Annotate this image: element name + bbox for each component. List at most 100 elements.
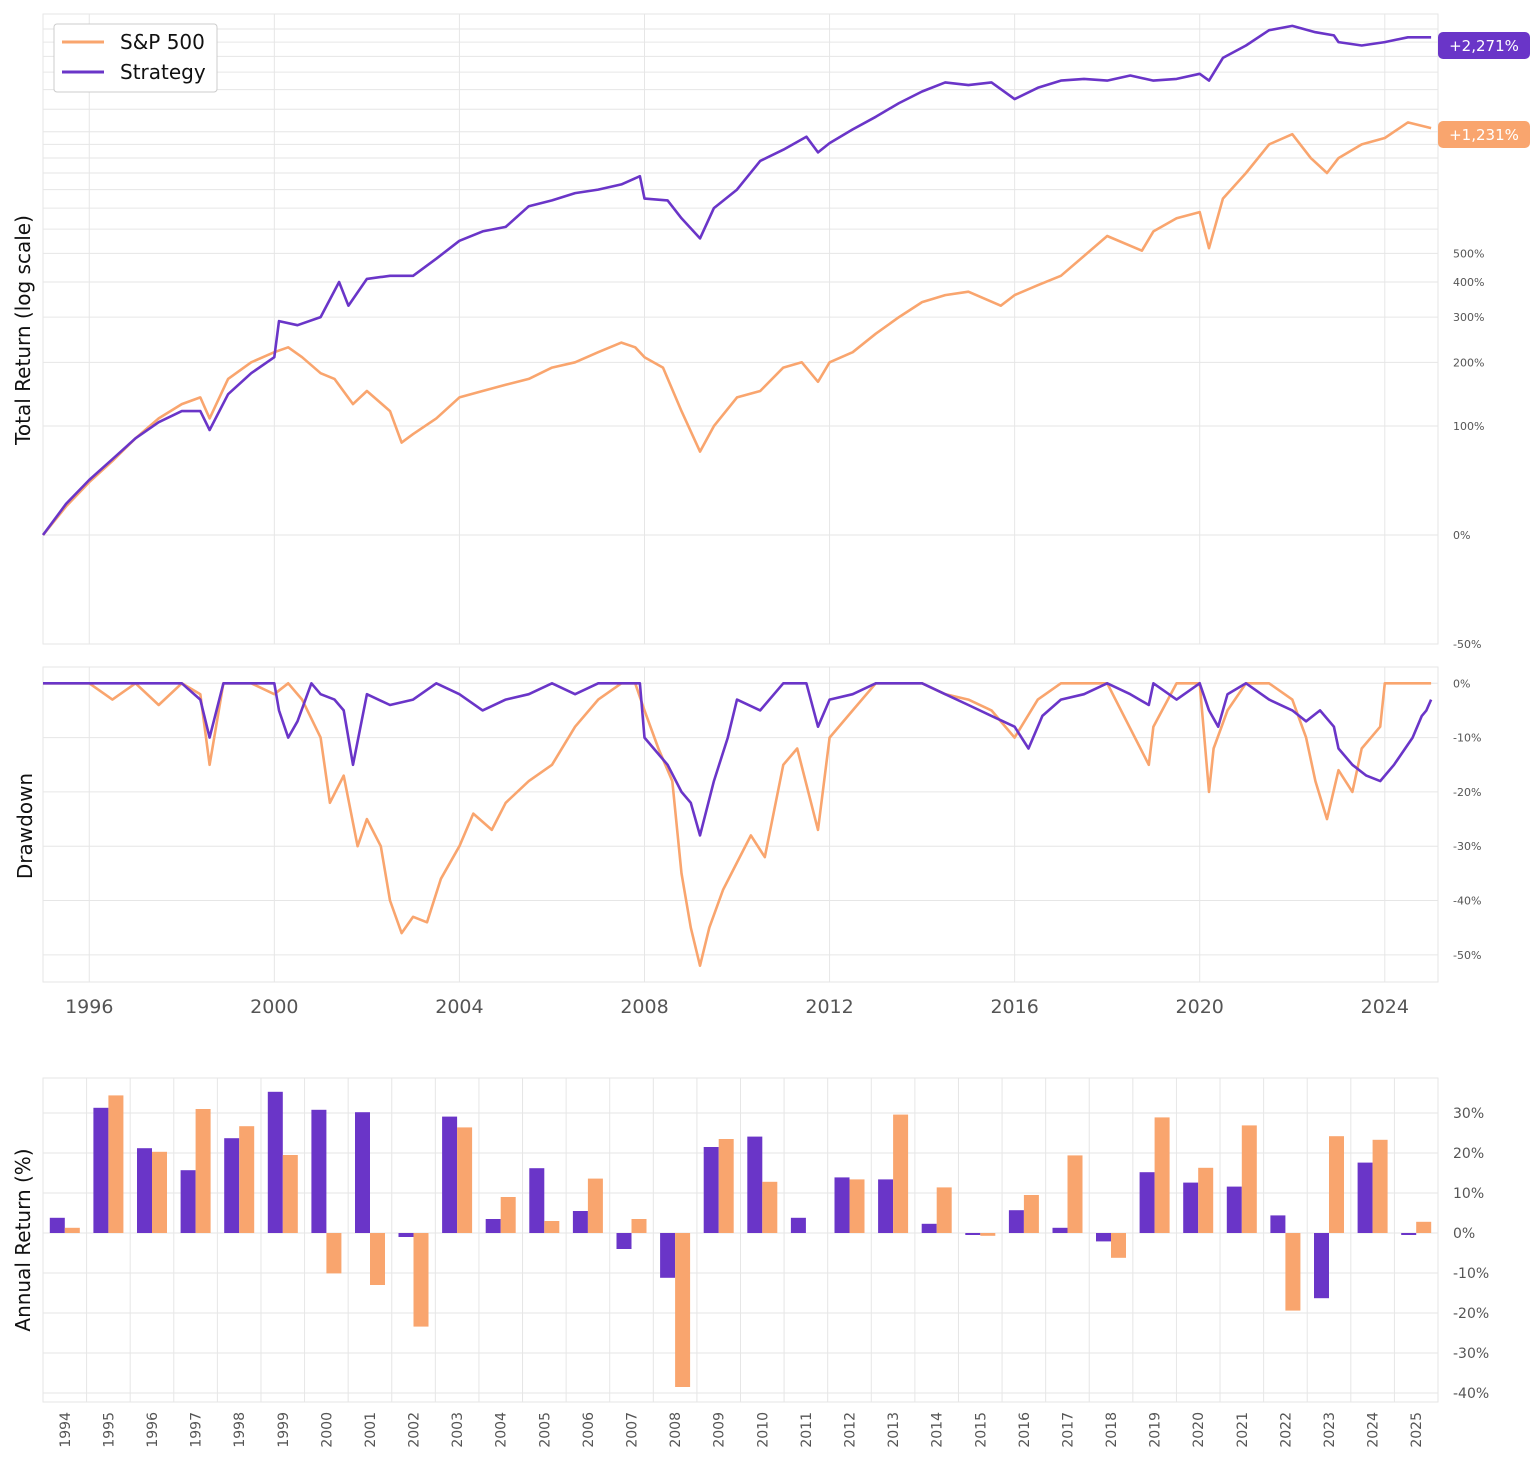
end-label-sp500-text: +1,231% bbox=[1449, 126, 1519, 144]
sp500-drawdown-line bbox=[43, 682, 1432, 967]
annual-return-xtick-label: 2001 bbox=[363, 1412, 379, 1448]
annual-return-xtick-label: 2019 bbox=[1148, 1412, 1164, 1448]
strategy-bar-2005 bbox=[529, 1168, 545, 1233]
annual-return-xtick-label: 2005 bbox=[537, 1412, 553, 1448]
strategy-bar-2024 bbox=[1357, 1162, 1373, 1233]
annual-return-xtick-label: 2020 bbox=[1191, 1412, 1207, 1448]
strategy-bar-2020 bbox=[1183, 1182, 1199, 1233]
total-return-ytick-label: 400% bbox=[1453, 276, 1484, 289]
sp500-bar-2012 bbox=[849, 1179, 865, 1233]
sp500-bar-2021 bbox=[1241, 1125, 1257, 1233]
annual-return-xtick-label: 1999 bbox=[276, 1412, 292, 1448]
annual-return-ytick-label: 10% bbox=[1453, 1186, 1484, 1202]
annual-return-xtick-label: 2012 bbox=[843, 1412, 859, 1448]
sp500-bar-1994 bbox=[64, 1227, 80, 1233]
sp500-bar-2009 bbox=[718, 1139, 734, 1233]
sp500-bar-2005 bbox=[544, 1221, 560, 1233]
sp500-bar-1999 bbox=[282, 1155, 298, 1233]
strategy-bar-2008 bbox=[660, 1233, 676, 1278]
drawdown-xtick-label: 1996 bbox=[65, 996, 113, 1018]
sp500-bar-2010 bbox=[762, 1181, 778, 1233]
total-return-ytick-label: 500% bbox=[1453, 247, 1484, 260]
strategy-bar-2007 bbox=[616, 1233, 632, 1249]
strategy-bar-1997 bbox=[180, 1170, 196, 1233]
sp500-bar-2004 bbox=[500, 1197, 516, 1233]
sp500-bar-2022 bbox=[1285, 1233, 1301, 1311]
strategy-bar-2015 bbox=[965, 1233, 981, 1235]
sp500-bar-2006 bbox=[587, 1178, 603, 1233]
strategy-bar-2019 bbox=[1139, 1172, 1155, 1233]
strategy-bar-1998 bbox=[224, 1138, 240, 1233]
annual-return-xtick-label: 1996 bbox=[145, 1412, 161, 1448]
strategy-bar-1995 bbox=[93, 1107, 109, 1233]
annual-return-xtick-label: 2017 bbox=[1061, 1412, 1077, 1448]
strategy-bar-2023 bbox=[1314, 1233, 1329, 1299]
annual-return-xtick-label: 2013 bbox=[886, 1412, 902, 1448]
sp500-bar-2023 bbox=[1329, 1136, 1344, 1233]
sp500-bar-2017 bbox=[1067, 1155, 1083, 1233]
strategy-bar-2011 bbox=[790, 1217, 806, 1233]
strategy-bar-2003 bbox=[442, 1116, 458, 1233]
drawdown-ytick-label: -40% bbox=[1453, 895, 1481, 908]
sp500-bar-1998 bbox=[239, 1126, 255, 1233]
end-label-strategy-box bbox=[1438, 32, 1530, 59]
annual-return-xtick-label: 2025 bbox=[1409, 1412, 1425, 1448]
drawdown-ytick-label: -30% bbox=[1453, 840, 1481, 853]
sp500-bar-2020 bbox=[1198, 1167, 1214, 1233]
annual-return-ytick-label: 0% bbox=[1453, 1226, 1475, 1242]
annual-return-ytick-label: -20% bbox=[1453, 1306, 1489, 1322]
strategy-bar-2017 bbox=[1052, 1227, 1068, 1233]
legend-label-strategy: Strategy bbox=[120, 60, 206, 84]
annual-return-xtick-label: 2009 bbox=[712, 1412, 728, 1448]
sp500-bar-1997 bbox=[195, 1109, 211, 1233]
strategy-total-return-line bbox=[41, 24, 1432, 536]
sp500-bar-2002 bbox=[413, 1233, 429, 1327]
annual-return-xtick-label: 2022 bbox=[1278, 1412, 1294, 1448]
sp500-bar-2000 bbox=[326, 1233, 342, 1274]
strategy-bar-2006 bbox=[572, 1211, 588, 1233]
end-label-strategy: +2,271% bbox=[1438, 32, 1530, 59]
strategy-drawdown-line bbox=[43, 682, 1433, 837]
drawdown-xtick-label: 2016 bbox=[990, 996, 1038, 1018]
drawdown-xtick-label: 2000 bbox=[250, 996, 298, 1018]
drawdown-panel: 0% -10% -20% -30% -40% -50% 1996 2000 2004 2008 20… bbox=[42, 666, 1481, 1018]
strategy-bar-2001 bbox=[355, 1112, 370, 1233]
end-label-sp500-box bbox=[1438, 121, 1530, 148]
end-label-strategy-text: +2,271% bbox=[1449, 37, 1519, 55]
drawdown-xtick-label: 2020 bbox=[1176, 996, 1224, 1018]
annual-return-xtick-label: 2016 bbox=[1017, 1412, 1033, 1448]
sp500-bar-2018 bbox=[1111, 1233, 1126, 1258]
annual-return-xtick-label: 2015 bbox=[973, 1412, 989, 1448]
annual-return-xtick-label: 2003 bbox=[450, 1412, 466, 1448]
annual-return-ytick-label: -30% bbox=[1453, 1346, 1489, 1362]
drawdown-xtick-label: 2012 bbox=[805, 996, 853, 1018]
annual-return-xtick-label: 2024 bbox=[1366, 1412, 1382, 1448]
annual-return-xtick-label: 2021 bbox=[1235, 1412, 1251, 1448]
sp500-bar-2007 bbox=[631, 1219, 647, 1233]
drawdown-xtick-label: 2024 bbox=[1361, 996, 1409, 1018]
annual-return-ytick-label: 20% bbox=[1453, 1146, 1484, 1162]
total-return-ytick-label: 0% bbox=[1453, 529, 1470, 542]
total-return-ytick-label: 100% bbox=[1453, 420, 1484, 433]
sp500-bar-2024 bbox=[1372, 1139, 1388, 1233]
sp500-total-return-line bbox=[41, 121, 1432, 536]
legend: S&P 500 Strategy bbox=[53, 23, 218, 93]
total-return-panel: 500% 400% 300% 200% 100% 0% -50% bbox=[41, 13, 1484, 651]
strategy-bar-2022 bbox=[1270, 1215, 1286, 1233]
annual-return-xtick-label: 2008 bbox=[668, 1412, 684, 1448]
sp500-bar-2014 bbox=[936, 1187, 952, 1233]
annual-return-ylabel: Annual Return (%) bbox=[11, 1148, 35, 1331]
annual-return-xtick-label: 2002 bbox=[407, 1412, 423, 1448]
sp500-bar-1995 bbox=[108, 1095, 124, 1233]
annual-return-xtick-label: 1998 bbox=[232, 1412, 248, 1448]
sp500-bar-2015 bbox=[980, 1233, 996, 1236]
strategy-bar-1994 bbox=[49, 1217, 65, 1233]
strategy-bar-2018 bbox=[1096, 1233, 1111, 1242]
annual-return-xtick-label: 1994 bbox=[58, 1412, 74, 1448]
strategy-bar-2025 bbox=[1401, 1233, 1417, 1235]
total-return-ylabel: Total Return (log scale) bbox=[11, 215, 35, 446]
drawdown-ytick-label: -50% bbox=[1453, 949, 1481, 962]
strategy-bar-1999 bbox=[267, 1091, 283, 1233]
annual-return-xtick-label: 2018 bbox=[1104, 1412, 1120, 1448]
